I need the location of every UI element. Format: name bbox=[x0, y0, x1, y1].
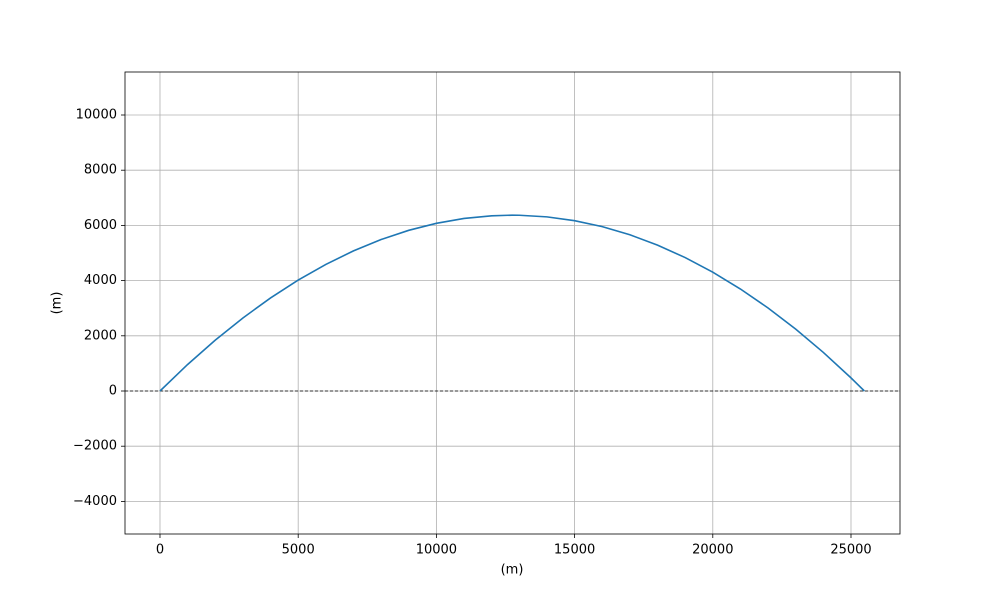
y-tick-label: 0 bbox=[109, 384, 117, 399]
x-tick-label: 25000 bbox=[830, 543, 871, 558]
y-tick-label: −2000 bbox=[73, 439, 117, 454]
y-axis-label: (m) bbox=[50, 292, 65, 315]
y-tick-label: 8000 bbox=[84, 163, 117, 178]
y-tick-label: 6000 bbox=[84, 218, 117, 233]
x-tick-label: 15000 bbox=[554, 543, 595, 558]
x-tick-label: 0 bbox=[156, 543, 164, 558]
y-tick-label: 10000 bbox=[76, 108, 117, 123]
x-axis-label: (m) bbox=[501, 563, 524, 578]
x-tick-label: 5000 bbox=[282, 543, 315, 558]
x-tick-label: 20000 bbox=[692, 543, 733, 558]
trajectory-line bbox=[159, 214, 865, 392]
y-tick-label: 4000 bbox=[84, 273, 117, 288]
x-tick-label: 10000 bbox=[416, 543, 457, 558]
y-tick-label: −4000 bbox=[73, 494, 117, 509]
y-tick-label: 2000 bbox=[84, 328, 117, 343]
plot-frame bbox=[124, 71, 901, 535]
